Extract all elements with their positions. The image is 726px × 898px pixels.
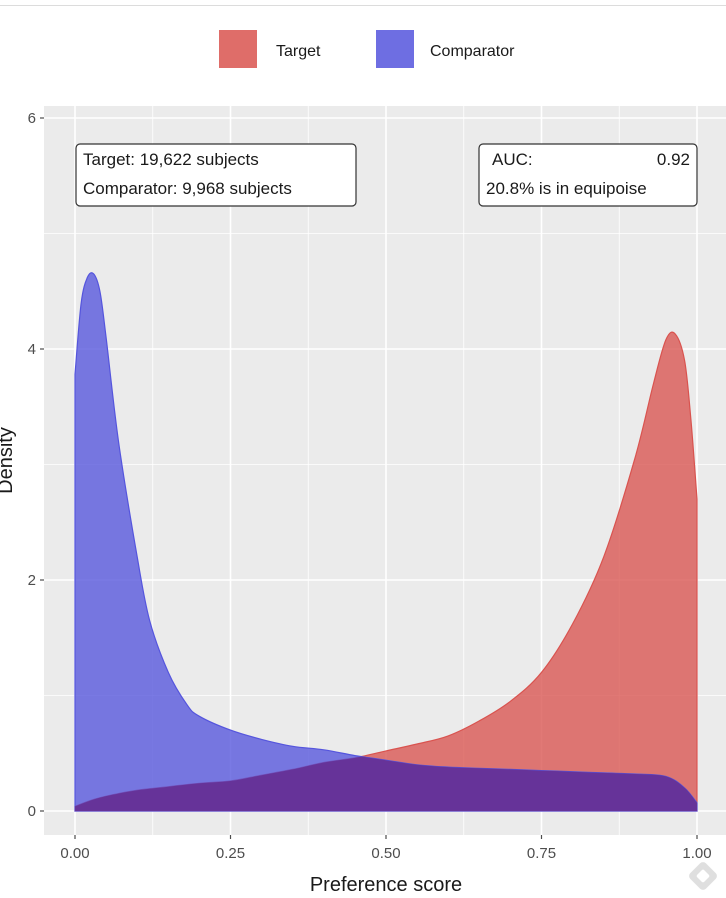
y-tick-label: 0	[28, 803, 36, 820]
legend-key-target	[219, 30, 257, 68]
subjects-annotation-box	[75, 143, 357, 207]
top-divider	[0, 5, 726, 6]
y-tick-label: 2	[28, 572, 36, 589]
y-tick-label: 6	[28, 110, 36, 127]
subjects-annotation: Target: 19,622 subjects Comparator: 9,96…	[75, 143, 357, 207]
y-axis: 0 2 4 6	[28, 110, 44, 820]
auc-annotation-box	[478, 143, 698, 207]
legend-key-comparator	[376, 30, 414, 68]
x-axis: 0.00 0.25 0.50 0.75 1.00	[60, 835, 712, 862]
x-tick-label: 0.50	[371, 845, 400, 862]
equipoise-text: 20.8% is in equipoise	[486, 179, 647, 198]
auc-annotation: AUC: 0.92 20.8% is in equipoise	[478, 143, 698, 207]
x-tick-label: 1.00	[682, 845, 711, 862]
y-axis-title: Density	[0, 427, 17, 494]
y-tick-label: 4	[28, 341, 36, 358]
x-tick-label: 0.25	[216, 845, 245, 862]
legend-label-target: Target	[276, 43, 321, 60]
watermark-logo-icon	[689, 862, 717, 890]
auc-label: AUC:	[492, 150, 533, 169]
legend-label-comparator: Comparator	[430, 43, 515, 60]
auc-value: 0.92	[657, 150, 690, 169]
x-tick-label: 0.00	[60, 845, 89, 862]
target-subjects-text: Target: 19,622 subjects	[83, 150, 259, 169]
x-tick-label: 0.75	[527, 845, 556, 862]
legend: Target Comparator	[219, 30, 515, 68]
comparator-subjects-text: Comparator: 9,968 subjects	[83, 179, 292, 198]
x-axis-title: Preference score	[310, 874, 462, 896]
series-layer	[74, 272, 698, 812]
